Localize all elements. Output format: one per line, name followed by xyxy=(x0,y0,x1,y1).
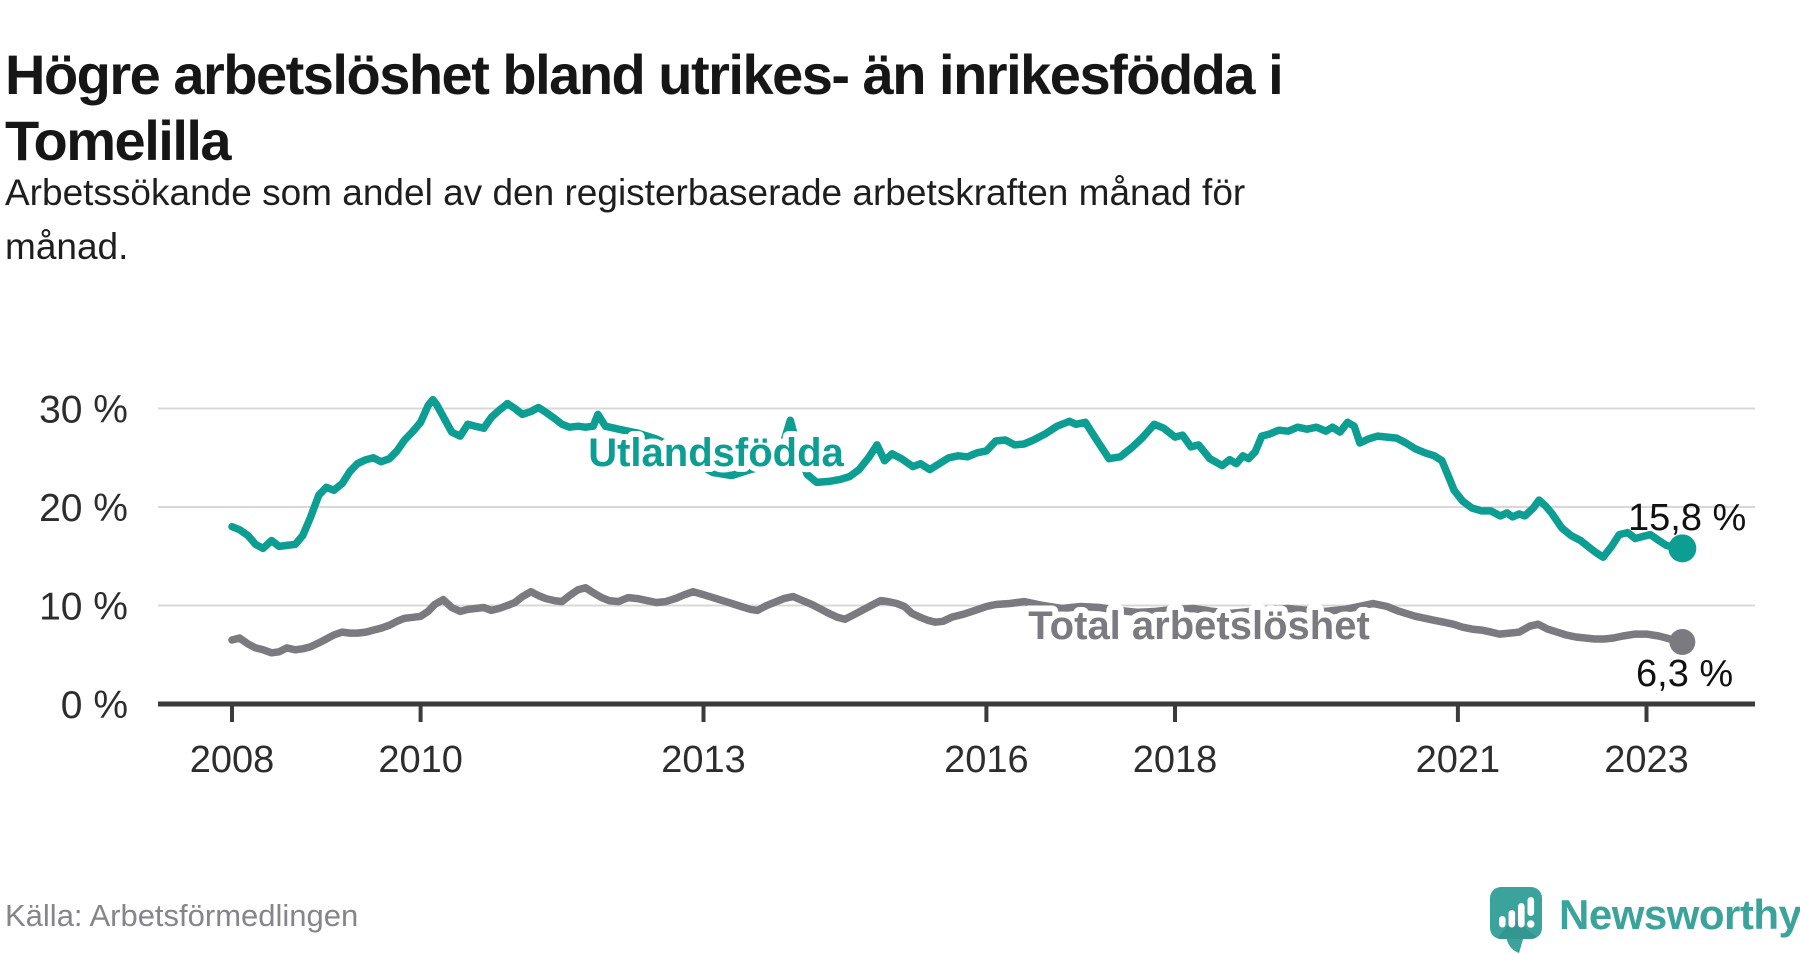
x-tick-label-2010: 2010 xyxy=(378,739,463,781)
x-tick-label-2018: 2018 xyxy=(1133,739,1218,781)
x-tick-label-2008: 2008 xyxy=(190,739,275,781)
chart-title: Högre arbetslöshet bland utrikes- än inr… xyxy=(5,42,1284,174)
x-tick-label-2013: 2013 xyxy=(661,739,746,781)
y-tick-label-10: 10 % xyxy=(39,586,128,629)
gridlines xyxy=(158,407,1755,607)
x-tick-label-2016: 2016 xyxy=(944,739,1029,781)
line-chart-canvas: 0 %10 %20 %30 %2008 2010 2013 2016 2018 2021 2… xyxy=(39,389,1755,781)
y-tick-label-0: 0 % xyxy=(61,684,128,727)
end-dot-utlandsfodda xyxy=(1668,534,1697,563)
y-axis-labels: 0 % 10 % 20 % 30 % xyxy=(39,389,128,728)
x-tick-label-2021: 2021 xyxy=(1416,739,1501,781)
newsworthy-logo-icon xyxy=(1490,887,1542,953)
end-value-label-utlandsfodda: 15,8 % xyxy=(1628,497,1746,539)
chart-title-line-1: Högre arbetslöshet bland utrikes- än inr… xyxy=(5,42,1284,106)
x-axis: 2008 2010 2013 2016 2018 2021 2023 xyxy=(158,701,1755,781)
end-dot-total xyxy=(1669,628,1696,655)
series-label-total: Total arbetslöshet xyxy=(1028,604,1370,648)
chart-subtitle: Arbetssökande som andel av den registerb… xyxy=(5,166,1245,274)
chart-subtitle-line-1: Arbetssökande som andel av den registerb… xyxy=(5,172,1246,213)
y-tick-label-20: 20 % xyxy=(39,487,128,530)
chart-subtitle-line-2: månad. xyxy=(5,226,129,267)
series-line-utlandsfodda xyxy=(228,395,1687,561)
x-tick-label-2023: 2023 xyxy=(1604,739,1689,781)
source-attribution: Källa: Arbetsförmedlingen xyxy=(5,898,359,933)
series-label-utlandsfodda: Utlandsfödda xyxy=(588,431,844,475)
newsworthy-brand-name: Newsworthy xyxy=(1559,891,1800,938)
newsworthy-brand: Newsworthy xyxy=(1489,886,1800,954)
chart-title-line-2: Tomelilla xyxy=(5,108,232,172)
series-line-total xyxy=(228,584,1687,657)
end-value-label-total: 6,3 % xyxy=(1636,653,1733,695)
y-tick-label-30: 30 % xyxy=(39,389,128,432)
